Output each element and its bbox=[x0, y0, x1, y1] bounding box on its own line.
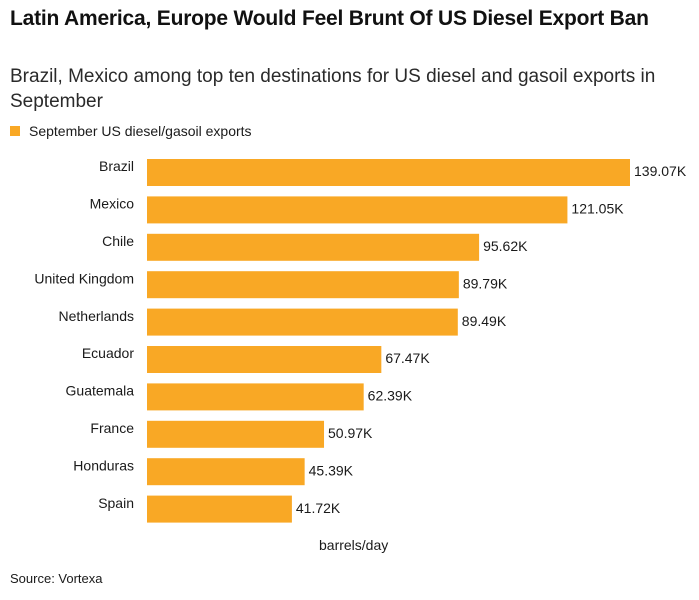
value-label: 121.05K bbox=[571, 201, 624, 217]
value-label: 67.47K bbox=[385, 350, 430, 366]
bar-guatemala bbox=[147, 383, 364, 411]
bar-brazil bbox=[147, 159, 630, 186]
legend-label: September US diesel/gasoil exports bbox=[29, 123, 252, 139]
legend: September US diesel/gasoil exports bbox=[10, 122, 252, 140]
value-label: 41.72K bbox=[296, 500, 341, 516]
value-label: 95.62K bbox=[483, 238, 528, 254]
category-label: Honduras bbox=[73, 457, 134, 473]
value-label: 139.07K bbox=[634, 163, 687, 179]
source-note: Source: Vortexa bbox=[10, 571, 103, 586]
bar-ecuador bbox=[147, 346, 382, 373]
chart-title: Latin America, Europe Would Feel Brunt O… bbox=[10, 7, 649, 30]
category-label: Netherlands bbox=[59, 308, 135, 324]
bar-united-kingdom bbox=[147, 271, 459, 299]
value-label: 89.79K bbox=[463, 275, 508, 291]
value-label: 89.49K bbox=[462, 313, 507, 329]
bar-chart: Brazil 139.07K Mexico 121.05K Chile 95.62K Uni… bbox=[34, 158, 687, 523]
bar-netherlands bbox=[147, 308, 458, 336]
category-label: Ecuador bbox=[82, 345, 134, 361]
category-label: United Kingdom bbox=[34, 270, 134, 286]
category-label: Mexico bbox=[90, 196, 135, 212]
value-label: 50.97K bbox=[328, 425, 373, 441]
chart-subtitle: Brazil, Mexico among top ten destination… bbox=[10, 66, 656, 112]
x-axis-label: barrels/day bbox=[319, 537, 389, 553]
category-label: Guatemala bbox=[66, 383, 135, 399]
category-label: France bbox=[90, 420, 134, 436]
category-label: Spain bbox=[98, 495, 134, 511]
legend-swatch bbox=[10, 126, 20, 136]
bar-chile bbox=[147, 233, 480, 261]
value-label: 62.39K bbox=[368, 388, 413, 404]
category-label: Chile bbox=[102, 233, 134, 249]
bar-france bbox=[147, 420, 325, 448]
category-label: Brazil bbox=[99, 158, 134, 174]
bar-spain bbox=[147, 495, 292, 523]
value-label: 45.39K bbox=[309, 462, 354, 478]
bar-honduras bbox=[147, 458, 305, 486]
bar-mexico bbox=[147, 196, 568, 224]
